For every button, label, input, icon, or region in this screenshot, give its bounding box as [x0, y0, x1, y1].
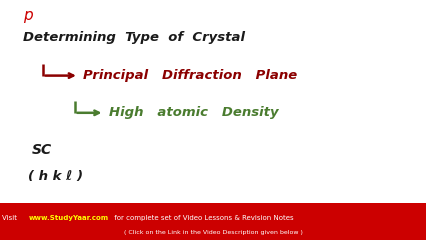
Text: SC: SC — [32, 143, 52, 157]
Text: p: p — [23, 8, 33, 24]
Text: Principal   Diffraction   Plane: Principal Diffraction Plane — [83, 69, 297, 82]
Text: for complete set of Video Lessons & Revision Notes: for complete set of Video Lessons & Revi… — [112, 215, 293, 221]
Text: High   atomic   Density: High atomic Density — [109, 106, 278, 119]
Text: Visit: Visit — [2, 215, 19, 221]
Text: www.StudyYaar.com: www.StudyYaar.com — [29, 215, 109, 221]
Text: ( Click on the Link in the Video Description given below ): ( Click on the Link in the Video Descrip… — [124, 230, 302, 235]
Text: Determining  Type  of  Crystal: Determining Type of Crystal — [23, 31, 245, 44]
Bar — [0, 203, 426, 240]
Text: ( h k ℓ ): ( h k ℓ ) — [28, 170, 83, 183]
